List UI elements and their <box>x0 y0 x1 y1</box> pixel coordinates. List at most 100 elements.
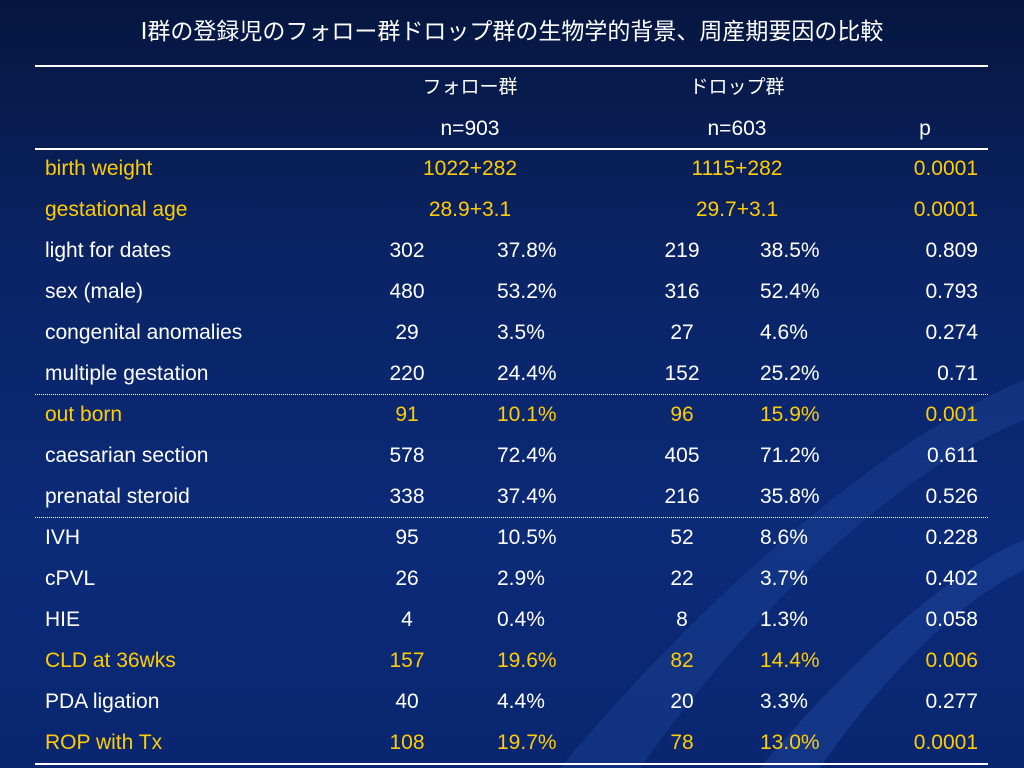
group1-count: 26 <box>395 567 419 590</box>
group2-percent: 14.4% <box>760 649 820 672</box>
row-label: multiple gestation <box>45 362 209 385</box>
group2-count: 152 <box>664 362 700 385</box>
table-row: CLD at 36wks 157 19.6% 82 14.4% 0.006 <box>35 640 988 681</box>
table-row: ROP with Tx 108 19.7% 78 13.0% 0.0001 <box>35 722 988 763</box>
group2-mean: 29.7+3.1 <box>695 198 779 221</box>
group2-count: 219 <box>664 239 700 262</box>
p-value: 0.402 <box>925 567 978 590</box>
group2-count: 22 <box>670 567 694 590</box>
group2-count: 78 <box>670 731 694 754</box>
table-row: cPVL 26 2.9% 22 3.7% 0.402 <box>35 558 988 599</box>
group1-count: 4 <box>401 608 413 631</box>
row-label: birth weight <box>45 157 153 180</box>
p-value: 0.809 <box>925 239 978 262</box>
group1-count: 338 <box>389 485 425 508</box>
group1-percent: 2.9% <box>497 567 545 590</box>
p-value: 0.058 <box>925 608 978 631</box>
group2-count: 52 <box>670 526 694 549</box>
row-label: cPVL <box>45 567 96 590</box>
p-value: 0.0001 <box>913 198 978 221</box>
group2-count: 8 <box>676 608 688 631</box>
p-value-header: p <box>919 117 931 140</box>
table-row: birth weight 1022+282 1115+282 0.0001 <box>35 148 988 189</box>
group2-count: 20 <box>670 690 694 713</box>
group2-percent: 3.7% <box>760 567 808 590</box>
group2-percent: 71.2% <box>760 444 820 467</box>
group1-percent: 19.7% <box>497 731 557 754</box>
table-row: prenatal steroid 338 37.4% 216 35.8% 0.5… <box>35 476 988 517</box>
group2-percent: 15.9% <box>760 403 820 426</box>
group2-percent: 35.8% <box>760 485 820 508</box>
p-value: 0.71 <box>937 362 978 385</box>
group1-count: 91 <box>395 403 419 426</box>
table-header-row: フォロー群 ドロップ群 <box>35 67 988 108</box>
group2-percent: 4.6% <box>760 321 808 344</box>
group1-percent: 4.4% <box>497 690 545 713</box>
group2-percent: 52.4% <box>760 280 820 303</box>
group2-count: 405 <box>664 444 700 467</box>
group1-percent: 10.5% <box>497 526 557 549</box>
group2-mean: 1115+282 <box>691 157 783 180</box>
group1-mean: 28.9+3.1 <box>428 198 512 221</box>
group1-percent: 53.2% <box>497 280 557 303</box>
group1-mean: 1022+282 <box>422 157 518 180</box>
group2-count: 27 <box>670 321 694 344</box>
table-row: IVH 95 10.5% 52 8.6% 0.228 <box>35 517 988 558</box>
group2-count: 216 <box>664 485 700 508</box>
group1-n: n=903 <box>440 117 500 140</box>
table-row: out born 91 10.1% 96 15.9% 0.001 <box>35 394 988 435</box>
header-bottom-rule <box>35 148 988 150</box>
p-value: 0.001 <box>925 403 978 426</box>
group1-count: 108 <box>389 731 425 754</box>
group1-percent: 24.4% <box>497 362 557 385</box>
group2-percent: 38.5% <box>760 239 820 262</box>
group1-percent: 10.1% <box>497 403 557 426</box>
table-row: multiple gestation 220 24.4% 152 25.2% 0… <box>35 353 988 394</box>
group2-percent: 8.6% <box>760 526 808 549</box>
p-value: 0.277 <box>925 690 978 713</box>
section-divider <box>35 394 988 395</box>
row-label: ROP with Tx <box>45 731 163 754</box>
table-row: gestational age 28.9+3.1 29.7+3.1 0.0001 <box>35 189 988 230</box>
group1-name: フォロー群 <box>422 76 518 98</box>
table-row: HIE 4 0.4% 8 1.3% 0.058 <box>35 599 988 640</box>
group2-n: n=603 <box>707 117 767 140</box>
row-label: caesarian section <box>45 444 209 467</box>
group2-percent: 3.3% <box>760 690 808 713</box>
row-label: prenatal steroid <box>45 485 190 508</box>
group1-count: 29 <box>395 321 419 344</box>
group2-count: 316 <box>664 280 700 303</box>
row-label: CLD at 36wks <box>45 649 176 672</box>
table-row: congenital anomalies 29 3.5% 27 4.6% 0.2… <box>35 312 988 353</box>
group2-count: 82 <box>670 649 694 672</box>
table-row: light for dates 302 37.8% 219 38.5% 0.80… <box>35 230 988 271</box>
table-header-n-row: n=903 n=603 p <box>35 108 988 149</box>
group1-count: 157 <box>389 649 425 672</box>
table-row: PDA ligation 40 4.4% 20 3.3% 0.277 <box>35 681 988 722</box>
group1-count: 578 <box>389 444 425 467</box>
section-divider <box>35 517 988 518</box>
row-label: HIE <box>45 608 81 631</box>
p-value: 0.006 <box>925 649 978 672</box>
group1-percent: 37.8% <box>497 239 557 262</box>
p-value: 0.793 <box>925 280 978 303</box>
group2-percent: 13.0% <box>760 731 820 754</box>
p-value: 0.0001 <box>913 157 978 180</box>
row-label: light for dates <box>45 239 172 262</box>
group1-percent: 72.4% <box>497 444 557 467</box>
p-value: 0.228 <box>925 526 978 549</box>
row-label: gestational age <box>45 198 188 221</box>
group1-percent: 3.5% <box>497 321 545 344</box>
p-value: 0.526 <box>925 485 978 508</box>
p-value: 0.274 <box>925 321 978 344</box>
group1-count: 95 <box>395 526 419 549</box>
row-label: PDA ligation <box>45 690 160 713</box>
group1-count: 302 <box>389 239 425 262</box>
group2-count: 96 <box>670 403 694 426</box>
p-value: 0.0001 <box>913 731 978 754</box>
group2-percent: 1.3% <box>760 608 808 631</box>
group2-name: ドロップ群 <box>689 76 785 98</box>
group1-percent: 0.4% <box>497 608 545 631</box>
group1-percent: 37.4% <box>497 485 557 508</box>
table-row: sex (male) 480 53.2% 316 52.4% 0.793 <box>35 271 988 312</box>
